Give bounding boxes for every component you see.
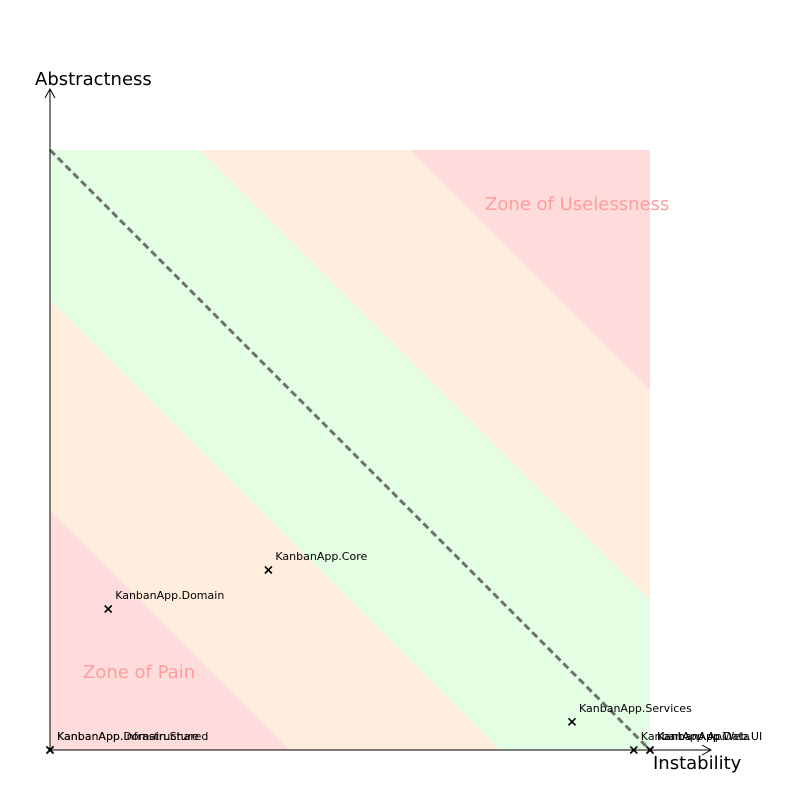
y-axis-arrow: [44, 87, 56, 99]
data-point: KanbanApp.Core: [264, 550, 368, 575]
data-points: KanbanApp.Domain KanbanApp.Core KanbanApp.…: [45, 550, 762, 755]
y-axis-title: Abstractness: [35, 69, 152, 90]
data-point: KanbanApp.Domain: [104, 589, 224, 614]
point-label: KanbanApp.Api: [641, 730, 725, 743]
zone-of-uselessness-label: Zone of Uselessness: [485, 194, 669, 215]
x-axis-arrow: [701, 744, 713, 756]
point-marker: [629, 745, 638, 755]
point-label: KanbanApp.Infrastructure: [57, 730, 199, 743]
point-label: KanbanApp.Web.UI: [657, 730, 762, 743]
uselessness-zone-band: [410, 150, 650, 390]
point-label: KanbanApp.Data: [657, 730, 750, 743]
point-marker: [567, 717, 577, 726]
data-point: KanbanApp.Data: [645, 730, 750, 755]
data-point: KanbanApp.Domain.Shared: [45, 730, 208, 755]
caution-zone-band-upper: [200, 150, 650, 600]
point-marker: [645, 745, 655, 755]
point-label: KanbanApp.Services: [579, 702, 692, 715]
main-sequence-line: [48, 148, 652, 752]
point-marker: [104, 604, 113, 614]
data-point: KanbanApp.Api: [629, 730, 725, 755]
axes: [44, 87, 713, 756]
zone-of-pain-label: Zone of Pain: [83, 662, 195, 683]
data-point: KanbanApp.Services: [567, 702, 692, 726]
point-marker: [45, 745, 55, 755]
point-label: KanbanApp.Domain: [115, 589, 224, 602]
point-label: KanbanApp.Core: [275, 550, 367, 563]
point-marker: [264, 565, 273, 575]
x-axis-title: Instability: [653, 753, 742, 774]
point-label: KanbanApp.Domain.Shared: [57, 730, 208, 743]
